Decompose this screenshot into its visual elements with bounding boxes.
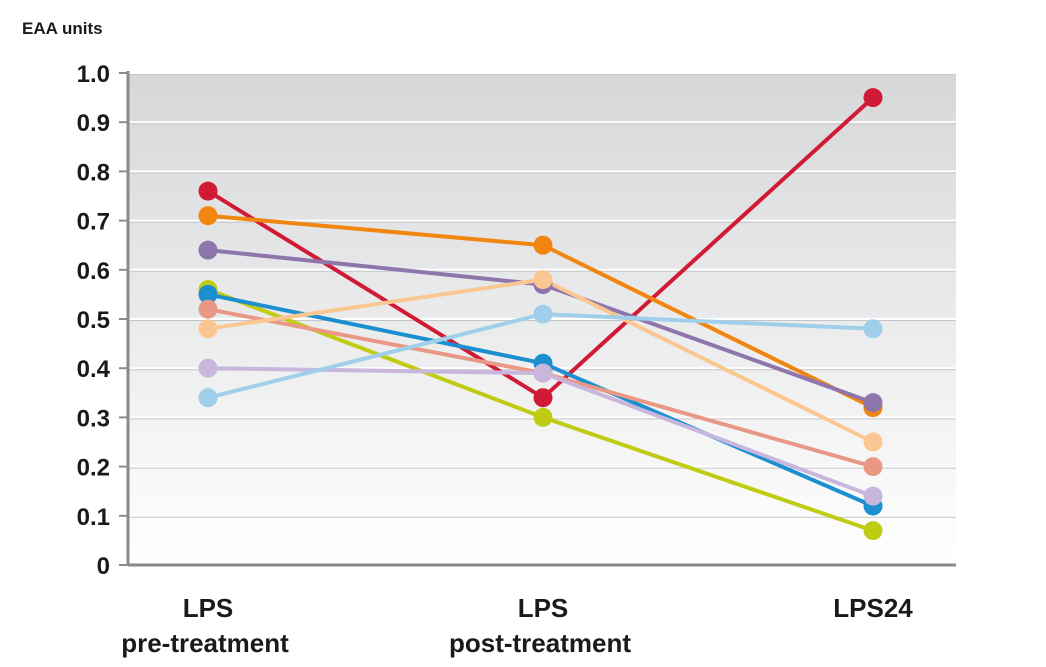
y-tick-label: 0.2	[77, 455, 110, 482]
y-tick-label: 1.0	[77, 61, 110, 88]
series-points	[198, 88, 883, 541]
x-category-label: LPS24	[833, 593, 913, 623]
data-point-series-2	[533, 235, 553, 255]
y-tick-label: 0.3	[77, 405, 110, 432]
data-point-series-2	[198, 206, 218, 226]
data-point-series-7	[198, 319, 218, 339]
data-point-series-8	[533, 363, 553, 383]
data-point-series-5	[198, 284, 218, 304]
y-tick-label: 0.5	[77, 307, 110, 334]
data-point-series-9	[863, 319, 883, 339]
y-tick-label: 0	[97, 553, 110, 580]
y-tick-labels: 0 0.1 0.2 0.3 0.4 0.5 0.6 0.7 0.8 0.9 1.0	[77, 61, 111, 580]
data-point-series-7	[863, 432, 883, 452]
y-tick-label: 0.7	[77, 209, 110, 236]
y-tick-label: 0.6	[77, 258, 110, 285]
data-point-series-1	[198, 181, 218, 201]
data-point-series-6	[863, 457, 883, 477]
data-point-series-4	[533, 407, 553, 427]
x-category-sublabel: post-treatment	[449, 628, 631, 658]
y-axis-label: EAA units	[22, 19, 103, 38]
axes	[119, 71, 956, 567]
data-point-series-1	[863, 88, 883, 108]
data-point-series-9	[533, 304, 553, 324]
data-point-series-4	[863, 521, 883, 541]
x-category-label: LPS	[183, 593, 234, 623]
y-tick-label: 0.9	[77, 110, 110, 137]
y-tick-label: 0.4	[77, 356, 111, 383]
data-point-series-3	[198, 240, 218, 260]
data-point-series-1	[533, 388, 553, 408]
x-category-labels: LPS pre-treatment LPS post-treatment LPS24	[121, 593, 913, 658]
y-tick-label: 0.8	[77, 159, 110, 186]
x-category-sublabel: pre-treatment	[121, 628, 289, 658]
y-tick-label: 0.1	[77, 504, 110, 531]
data-point-series-9	[198, 388, 218, 408]
data-point-series-6	[198, 299, 218, 319]
x-category-label: LPS	[518, 593, 569, 623]
data-point-series-8	[198, 358, 218, 378]
data-point-series-8	[863, 486, 883, 506]
data-point-series-3	[863, 393, 883, 413]
data-point-series-7	[533, 270, 553, 290]
